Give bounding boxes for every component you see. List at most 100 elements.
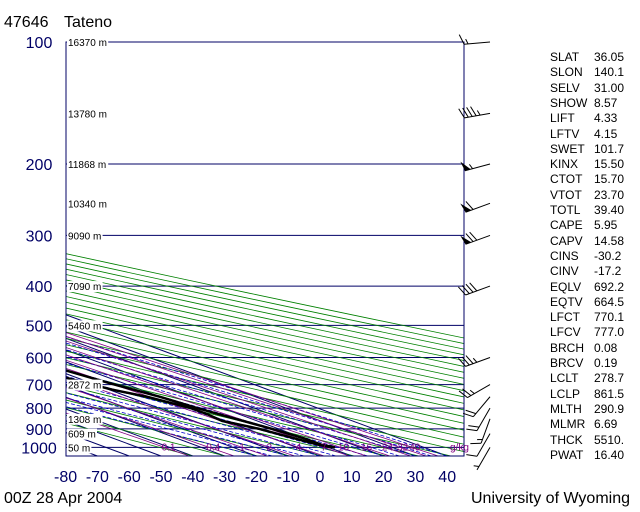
index-row: LCLT 278.7 — [550, 371, 630, 386]
index-value: 692.2 — [594, 279, 625, 294]
index-value: 140.1 — [594, 65, 625, 80]
dry-adiabat — [66, 377, 387, 456]
index-value: -17.2 — [594, 264, 622, 279]
index-value: 861.5 — [594, 386, 625, 401]
index-name: LFCT — [550, 310, 580, 325]
temperature-tick-label: -80 — [54, 469, 77, 486]
station-name: Tateno — [64, 14, 113, 31]
index-value: 4.15 — [594, 126, 618, 141]
temperature-tick-label: 20 — [375, 469, 393, 486]
temperature-profile — [66, 369, 336, 449]
index-row: SWET 101.7 — [550, 142, 630, 157]
height-label: 2872 m — [68, 381, 101, 392]
dry-adiabat — [66, 274, 464, 361]
index-value: 39.40 — [594, 203, 625, 217]
dewpoint-profile — [66, 376, 333, 449]
index-row: EQLV 692.2 — [550, 280, 630, 295]
wind-barb — [458, 282, 491, 296]
index-name: SLON — [550, 65, 583, 80]
dry-adiabat — [66, 344, 464, 438]
index-name: CAPV — [550, 233, 583, 248]
dry-adiabat — [66, 279, 464, 367]
dry-adiabat — [66, 263, 464, 350]
pressure-tick-label: 1000 — [21, 440, 57, 457]
wind-barb — [460, 201, 491, 213]
pressure-tick-label: 400 — [26, 279, 53, 296]
index-value: 14.58 — [594, 233, 625, 248]
index-name: TOTL — [550, 203, 581, 217]
index-name: CINV — [550, 264, 579, 279]
index-value: 777.0 — [594, 325, 625, 340]
dry-adiabat — [66, 253, 464, 339]
mixing-ratio-line — [66, 377, 295, 456]
index-row: SHOW 8.57 — [550, 96, 630, 111]
dry-adiabat — [66, 301, 464, 392]
index-value: 290.9 — [594, 401, 625, 416]
index-name: SLAT — [550, 50, 580, 64]
wind-barb — [458, 106, 491, 119]
height-label: 9090 m — [68, 231, 101, 242]
dry-adiabat — [66, 357, 464, 452]
mixing-ratio-line — [66, 354, 367, 456]
index-name: CAPE — [550, 218, 583, 233]
pressure-tick-label: 300 — [26, 228, 53, 245]
index-name: VTOT — [550, 187, 582, 202]
moist-adiabat — [66, 392, 305, 456]
index-name: PWAT — [550, 447, 584, 462]
dry-adiabat — [66, 268, 464, 356]
isotherm — [0, 42, 2, 456]
dry-adiabat — [66, 325, 464, 417]
isotherm — [66, 361, 321, 456]
mixing-ratio-line — [66, 397, 235, 456]
index-name: KINX — [550, 157, 579, 172]
moist-adiabat — [66, 387, 321, 456]
temperature-tick-label: 10 — [343, 469, 361, 486]
index-value: 4.33 — [594, 111, 618, 126]
dry-adiabat — [66, 392, 323, 456]
mixing-ratio-label: 7 — [321, 442, 327, 453]
isotherm — [66, 349, 352, 456]
index-row: LIFT 4.33 — [550, 111, 630, 126]
dry-adiabat — [66, 414, 226, 456]
pressure-tick-label: 100 — [26, 35, 53, 52]
index-value: 15.50 — [594, 157, 625, 172]
dry-adiabat — [66, 313, 464, 404]
temperature-tick-label: 30 — [407, 469, 425, 486]
dry-adiabat — [66, 319, 464, 411]
index-row: MLMR 6.69 — [550, 417, 630, 432]
height-label: 10340 m — [68, 199, 107, 210]
index-value: 8.57 — [594, 95, 618, 110]
mixing-ratio-label: 0.1 — [162, 442, 176, 453]
index-row: CTOT 15.70 — [550, 172, 630, 187]
index-row: EQTV 664.5 — [550, 295, 630, 310]
temperature-tick-label: -60 — [118, 469, 141, 486]
index-row: LFCT 770.1 — [550, 310, 630, 325]
index-row: BRCH 0.08 — [550, 341, 630, 356]
wind-barb — [473, 447, 491, 471]
wind-barb — [470, 418, 491, 445]
wind-barb — [460, 161, 491, 172]
wind-barb — [460, 231, 491, 245]
index-name: SELV — [550, 80, 580, 95]
index-value: 0.19 — [594, 356, 618, 370]
index-row: CAPE 5.95 — [550, 218, 630, 233]
dry-adiabat — [66, 307, 464, 398]
mixing-ratio-line — [66, 335, 427, 456]
index-value: 16.40 — [594, 447, 625, 462]
index-value: 6.69 — [594, 417, 618, 432]
index-name: LFCV — [550, 325, 581, 340]
dry-adiabat — [66, 290, 464, 379]
isotherm — [66, 337, 384, 456]
dry-adiabat — [66, 407, 258, 456]
plot-frame — [65, 41, 465, 457]
index-value: 101.7 — [594, 141, 625, 156]
temperature-tick-label: 40 — [438, 469, 456, 486]
data-source: University of Wyoming — [470, 490, 630, 507]
index-row: CINV -17.2 — [550, 264, 630, 279]
pressure-tick-label: 900 — [26, 422, 53, 439]
height-label: 13780 m — [68, 109, 107, 120]
wind-barb — [466, 433, 491, 457]
station-id: 47646 — [4, 14, 49, 31]
index-row: SLAT 36.05 — [550, 50, 630, 65]
